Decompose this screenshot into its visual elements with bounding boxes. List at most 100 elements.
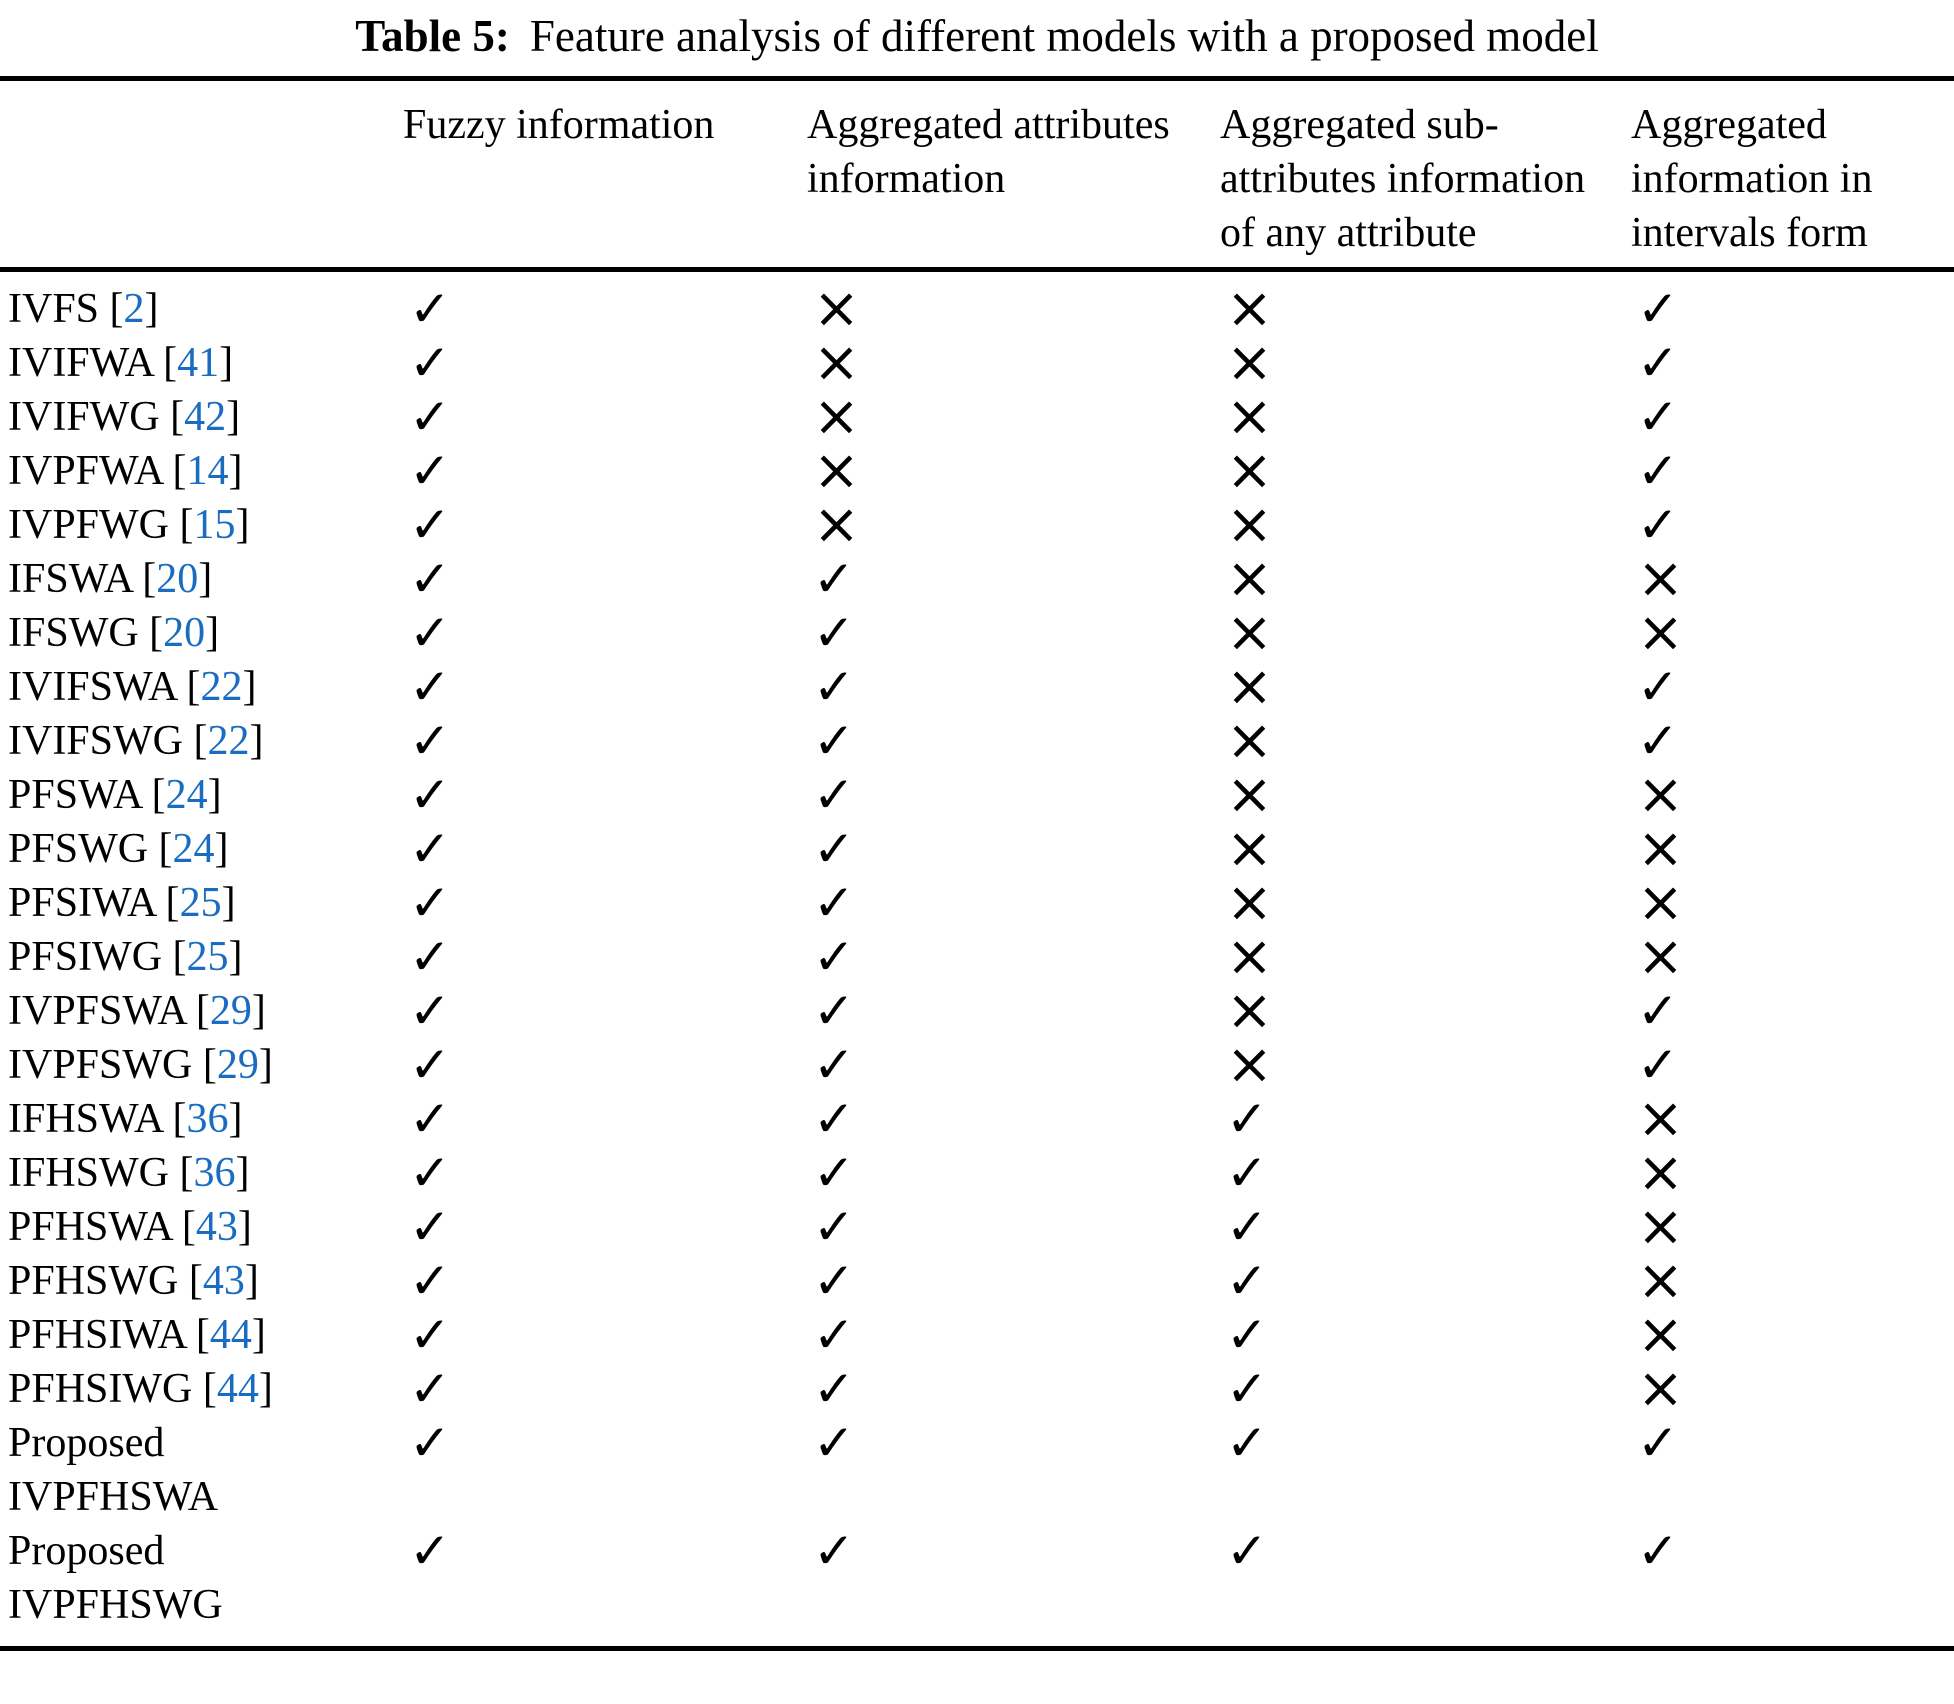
check-icon: ✓ [1226, 1306, 1268, 1364]
check-icon: ✓ [813, 658, 855, 716]
check-icon: ✓ [1226, 1090, 1268, 1148]
table-row: Proposed IVPFHSWG ✓ ✓ ✓ ✓ [0, 1524, 1954, 1632]
model-name-cell: Proposed IVPFHSWG [0, 1524, 403, 1632]
citation-link[interactable]: 24 [172, 826, 215, 872]
model-label: Proposed [8, 1528, 165, 1574]
cross-icon: × [813, 438, 860, 503]
model-label: IVPFHSWG [8, 1582, 223, 1628]
model-name-cell: IFHSWG [36] [0, 1146, 403, 1200]
check-icon: ✓ [409, 280, 451, 338]
check-icon: ✓ [813, 1090, 855, 1148]
model-name-cell: IFSWA [20] [0, 552, 403, 606]
check-icon: ✓ [409, 1522, 451, 1580]
citation-link[interactable]: 22 [207, 718, 250, 764]
model-name-cell: IVPFSWA [29] [0, 984, 403, 1038]
citation-link[interactable]: 44 [209, 1312, 252, 1358]
model-name-cell: PFHSIWA [44] [0, 1308, 403, 1362]
check-icon: ✓ [409, 1414, 451, 1472]
check-icon: ✓ [409, 766, 451, 824]
cross-icon: × [1226, 330, 1273, 395]
citation-link[interactable]: 20 [156, 556, 199, 602]
table-row: IVPFWA [14] ✓ × × ✓ [0, 438, 1954, 503]
citation-link[interactable]: 44 [216, 1366, 259, 1412]
table-row: PFHSIWG [44] ✓ ✓ ✓ × [0, 1356, 1954, 1421]
check-icon: ✓ [813, 1198, 855, 1256]
cross-icon: × [1226, 924, 1273, 989]
cross-icon: × [1637, 816, 1684, 881]
cross-icon: × [1226, 654, 1273, 719]
check-icon: ✓ [409, 550, 451, 608]
check-icon: ✓ [813, 550, 855, 608]
model-name-cell: IVPFWG [15] [0, 498, 403, 552]
citation-link[interactable]: 42 [184, 394, 227, 440]
table-row: IVPFSWG [29] ✓ ✓ × ✓ [0, 1036, 1954, 1094]
model-name-cell: Proposed IVPFHSWA [0, 1416, 403, 1524]
citation-link[interactable]: 43 [195, 1204, 238, 1250]
model-label: IVIFWG [42] [8, 394, 241, 440]
citation-link[interactable]: 29 [209, 988, 252, 1034]
citation-link[interactable]: 41 [177, 340, 220, 386]
citation-link[interactable]: 36 [186, 1096, 229, 1142]
cross-icon: × [1637, 870, 1684, 935]
table-row: IVFS [2] ✓ × × ✓ [0, 280, 1954, 338]
column-header-aggregated-sub-attributes: Aggregated sub-attributes information of… [1220, 102, 1586, 256]
citation-link[interactable]: 14 [186, 448, 229, 494]
citation-link[interactable]: 25 [186, 934, 229, 980]
citation-link[interactable]: 29 [216, 1042, 259, 1088]
check-icon: ✓ [1226, 1522, 1268, 1580]
check-icon: ✓ [1637, 388, 1679, 446]
citation-link[interactable]: 2 [123, 286, 145, 332]
check-icon: ✓ [409, 982, 451, 1040]
check-icon: ✓ [409, 334, 451, 392]
model-name-cell: PFHSWG [43] [0, 1254, 403, 1308]
citation-link[interactable]: 15 [193, 502, 236, 548]
table-row: IVPFWG [15] ✓ × × ✓ [0, 492, 1954, 557]
model-label: PFHSWG [43] [8, 1258, 259, 1304]
table-header-rule [0, 267, 1954, 272]
check-icon: ✓ [409, 1144, 451, 1202]
model-name-cell: IVIFWG [42] [0, 390, 403, 444]
model-label: IFHSWG [36] [8, 1150, 250, 1196]
check-icon: ✓ [813, 604, 855, 662]
check-icon: ✓ [813, 874, 855, 932]
table-row: PFHSWG [43] ✓ ✓ ✓ × [0, 1252, 1954, 1310]
citation-link[interactable]: 22 [200, 664, 243, 710]
model-label: IVPFSWA [29] [8, 988, 266, 1034]
citation-link[interactable]: 36 [193, 1150, 236, 1196]
model-label: PFSWA [24] [8, 772, 222, 818]
cross-icon: × [1637, 1356, 1684, 1421]
citation-link[interactable]: 20 [163, 610, 206, 656]
check-icon: ✓ [1637, 496, 1679, 554]
table-row: Proposed IVPFHSWA ✓ ✓ ✓ ✓ [0, 1416, 1954, 1524]
cross-icon: × [1637, 600, 1684, 665]
cross-icon: × [1226, 762, 1273, 827]
cross-icon: × [1637, 762, 1684, 827]
table-row: IFSWG [20] ✓ ✓ × × [0, 600, 1954, 665]
cross-icon: × [1226, 870, 1273, 935]
cross-icon: × [1226, 492, 1273, 557]
cross-icon: × [1226, 978, 1273, 1043]
check-icon: ✓ [409, 604, 451, 662]
table-row: PFHSIWA [44] ✓ ✓ ✓ × [0, 1302, 1954, 1367]
check-icon: ✓ [813, 1036, 855, 1094]
check-icon: ✓ [813, 982, 855, 1040]
citation-link[interactable]: 24 [165, 772, 208, 818]
check-icon: ✓ [409, 1090, 451, 1148]
check-icon: ✓ [409, 1360, 451, 1418]
cross-icon: × [813, 384, 860, 449]
cross-icon: × [1637, 1302, 1684, 1367]
check-icon: ✓ [409, 1252, 451, 1310]
check-icon: ✓ [813, 820, 855, 878]
model-name-cell: IFHSWA [36] [0, 1092, 403, 1146]
cross-icon: × [1226, 384, 1273, 449]
check-icon: ✓ [409, 442, 451, 500]
model-name-cell: IVFS [2] [0, 282, 403, 336]
model-label: PFHSIWA [44] [8, 1312, 266, 1358]
model-label: IFSWG [20] [8, 610, 220, 656]
table-row: IVIFWA [41] ✓ × × ✓ [0, 330, 1954, 395]
citation-link[interactable]: 43 [202, 1258, 245, 1304]
table-body: IVFS [2] ✓ × × ✓ IVIFWA [41] ✓ × × ✓ IVIFWG [42] ✓ ×… [0, 272, 1954, 1646]
citation-link[interactable]: 25 [179, 880, 222, 926]
model-name-cell: IVIFWA [41] [0, 336, 403, 390]
model-label: IFHSWA [36] [8, 1096, 243, 1142]
